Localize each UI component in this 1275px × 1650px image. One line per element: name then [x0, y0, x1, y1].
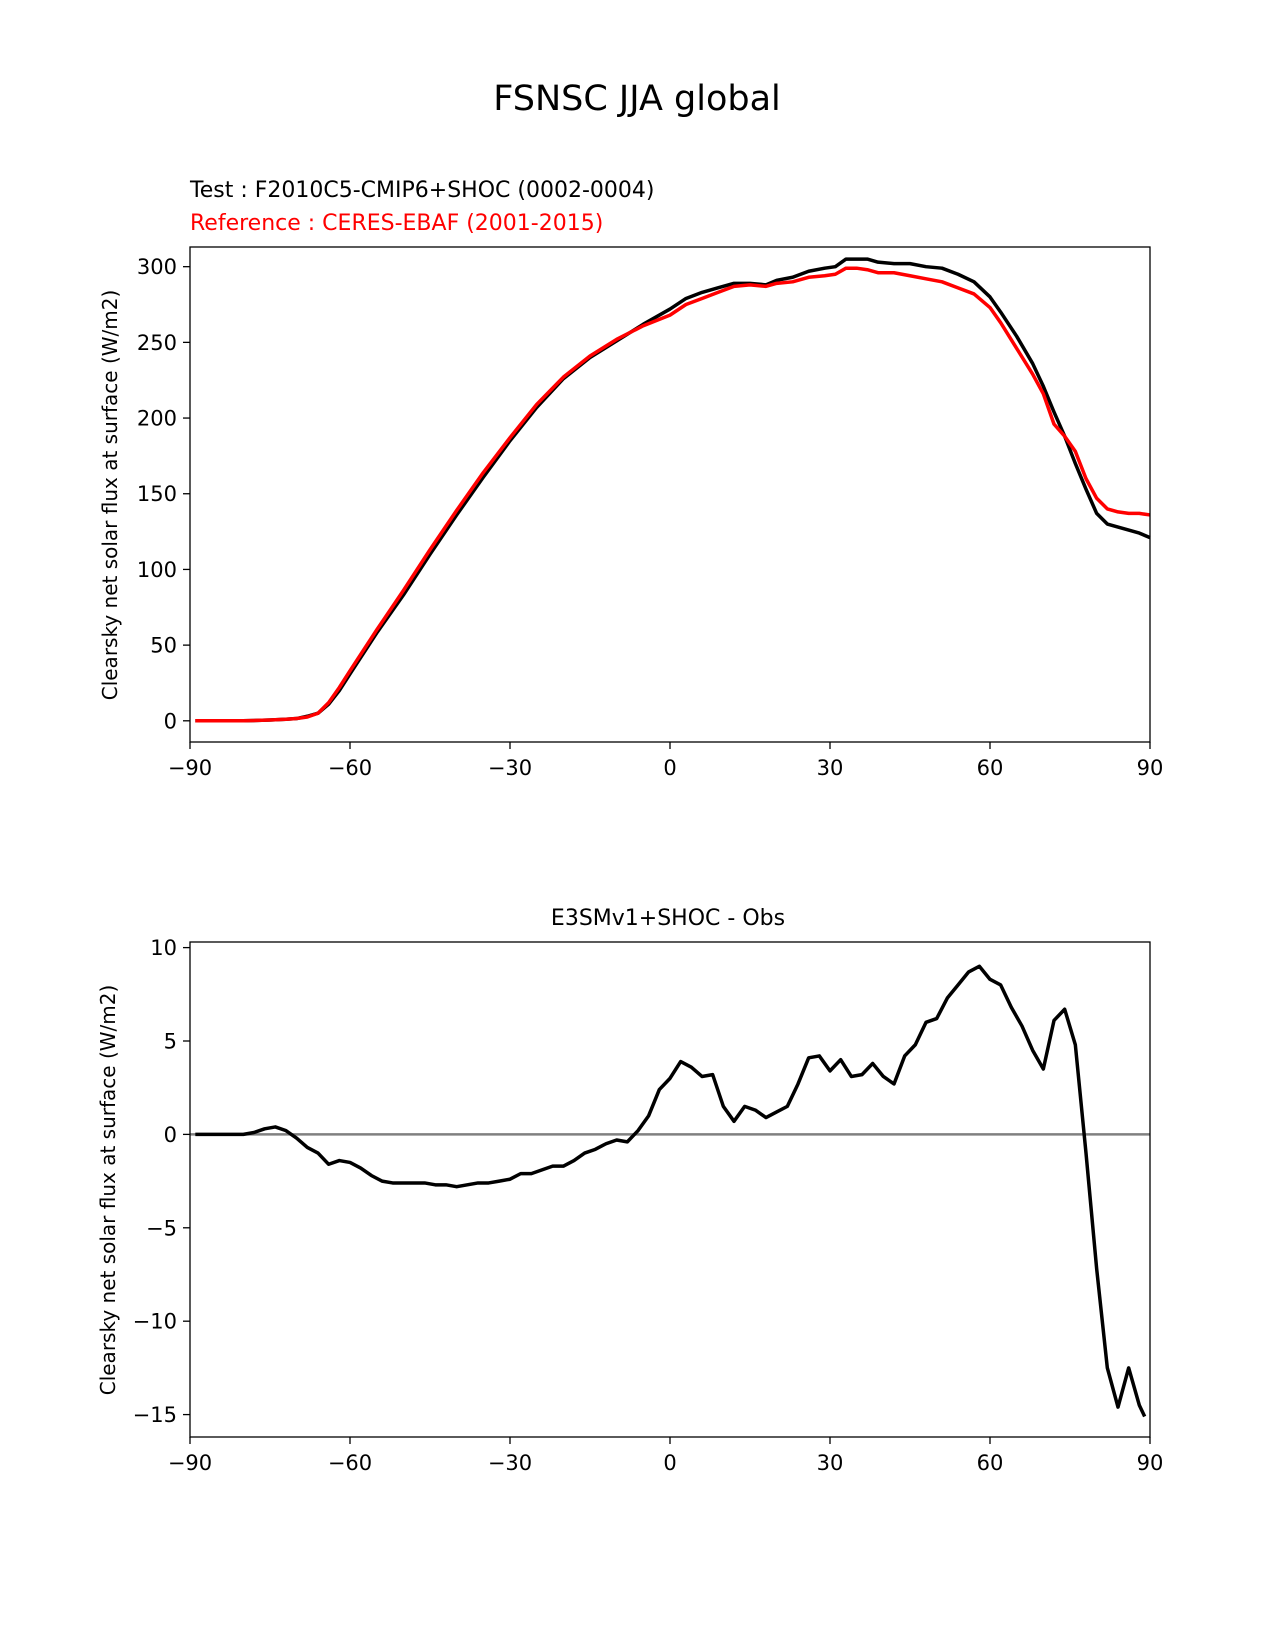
- figure-title: FSNSC JJA global: [493, 79, 781, 119]
- subtitle-test: Test : F2010C5-CMIP6+SHOC (0002-0004): [189, 178, 654, 203]
- top-ylabel: Clearsky net solar flux at surface (W/m2…: [98, 290, 122, 701]
- bottom-ytick-label: −15: [133, 1403, 177, 1427]
- top-series-line-0: [195, 257, 1151, 723]
- top-ytick-label: 200: [137, 407, 177, 431]
- top-xtick-label: 30: [817, 756, 844, 780]
- top-xtick-label: 0: [663, 756, 676, 780]
- bottom-series-line-0: [195, 964, 1147, 1418]
- bottom-axes-frame: [189, 941, 1151, 1438]
- bottom-xtick-label: 60: [977, 1451, 1004, 1475]
- top-xtick-label: 60: [977, 756, 1004, 780]
- top-series-line-1: [195, 266, 1151, 723]
- top-panel: Test : F2010C5-CMIP6+SHOC (0002-0004) Re…: [98, 178, 1163, 780]
- top-xtick-label: 90: [1137, 756, 1164, 780]
- bottom-xtick-label: 90: [1137, 1451, 1164, 1475]
- bottom-ytick-label: 0: [164, 1123, 177, 1147]
- top-ytick-label: 50: [150, 634, 177, 658]
- top-ytick-label: 250: [137, 331, 177, 355]
- bottom-ytick-label: 10: [150, 936, 177, 960]
- top-ytick-label: 0: [164, 709, 177, 733]
- top-ytick-label: 300: [137, 255, 177, 279]
- bottom-xtick-label: −90: [168, 1451, 212, 1475]
- bottom-xtick-label: 30: [817, 1451, 844, 1475]
- top-ytick-label: 150: [137, 482, 177, 506]
- bottom-panel: E3SMv1+SHOC - Obs Clearsky net solar flu…: [96, 906, 1163, 1475]
- bottom-xtick-label: −60: [328, 1451, 372, 1475]
- top-xtick-label: −60: [328, 756, 372, 780]
- bottom-xtick-label: 0: [663, 1451, 676, 1475]
- subtitle-reference: Reference : CERES-EBAF (2001-2015): [190, 211, 603, 236]
- bottom-ytick-label: 5: [164, 1030, 177, 1054]
- top-xtick-label: −90: [168, 756, 212, 780]
- top-xtick-label: −30: [488, 756, 532, 780]
- top-ytick-label: 100: [137, 558, 177, 582]
- bottom-xtick-label: −30: [488, 1451, 532, 1475]
- bottom-ylabel: Clearsky net solar flux at surface (W/m2…: [96, 985, 120, 1396]
- bottom-ytick-label: −5: [146, 1216, 177, 1240]
- bottom-title: E3SMv1+SHOC - Obs: [551, 906, 785, 931]
- bottom-ytick-label: −10: [133, 1310, 177, 1334]
